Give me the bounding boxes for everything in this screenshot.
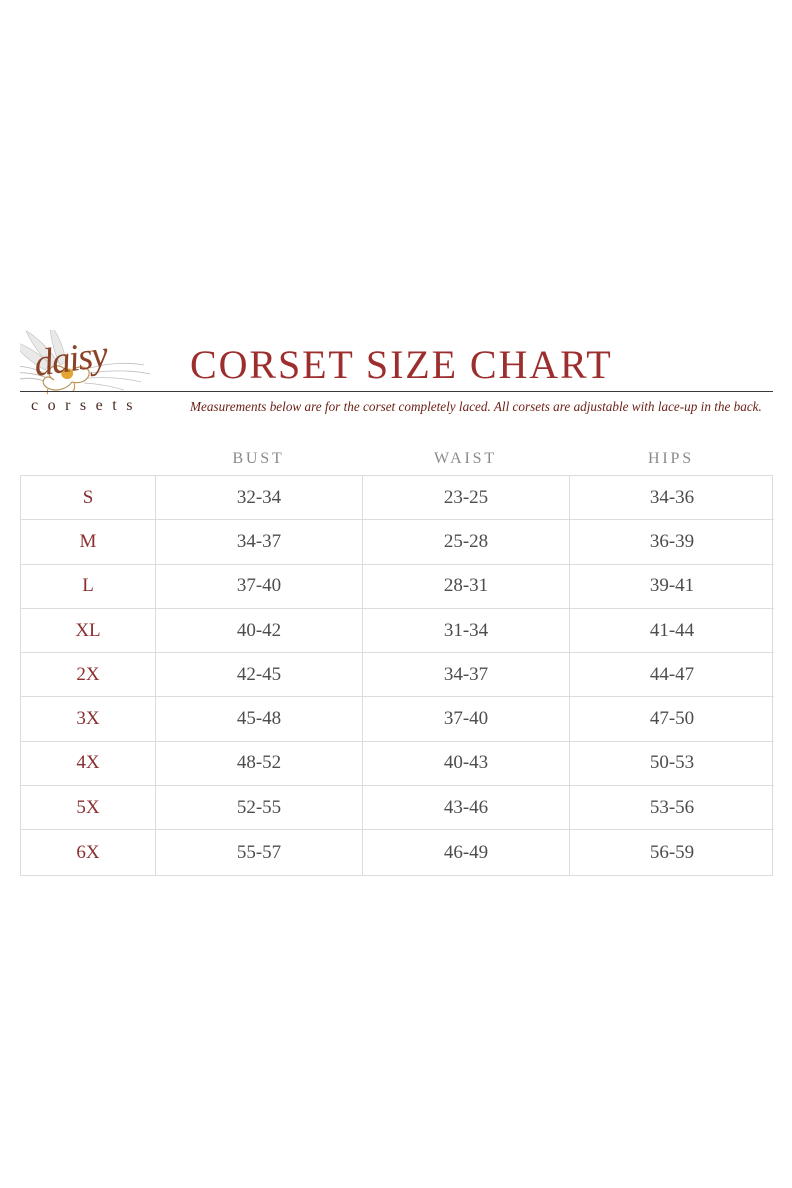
svg-text:daisy: daisy <box>31 333 110 385</box>
svg-text:corsets: corsets <box>31 397 142 412</box>
